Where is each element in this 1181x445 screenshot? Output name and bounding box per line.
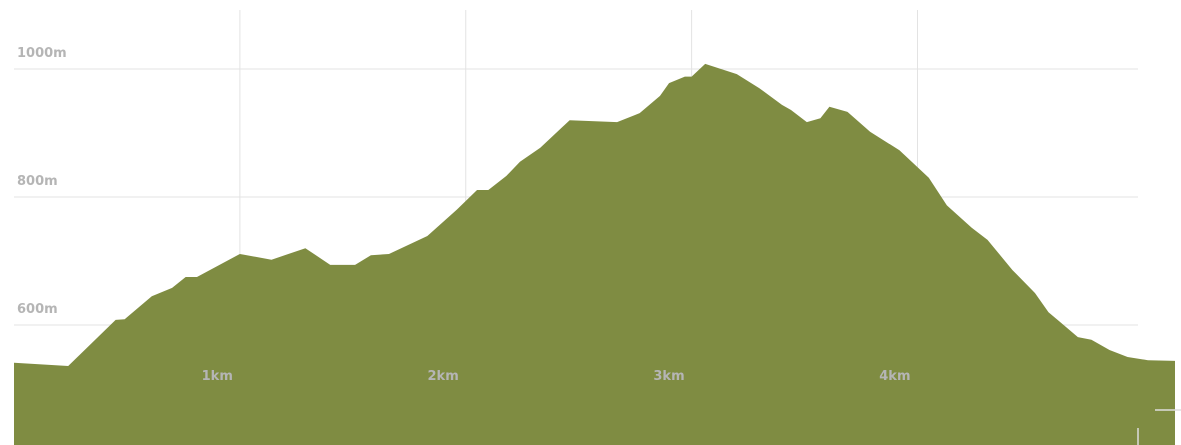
x-tick-label: 1km: [202, 369, 233, 384]
plot: [14, 63, 1175, 445]
y-tick-label: 600m: [17, 302, 58, 317]
x-tick-label: 4km: [879, 369, 910, 384]
y-tick-label: 1000m: [17, 46, 67, 61]
elevation-area: [14, 63, 1175, 445]
labels: 600m 800m 1000m 1km 2km 3km 4km: [17, 46, 911, 384]
x-tick-label: 2km: [428, 369, 459, 384]
y-tick-label: 800m: [17, 174, 58, 189]
x-tick-label: 3km: [653, 369, 684, 384]
